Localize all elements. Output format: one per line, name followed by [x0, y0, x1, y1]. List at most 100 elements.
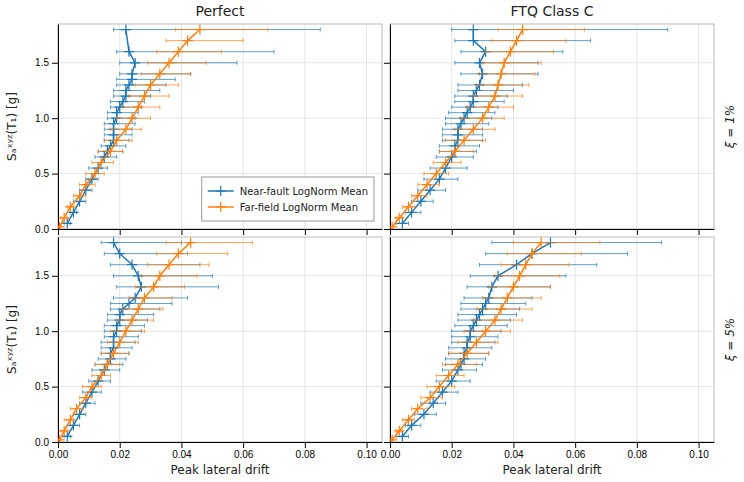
- error-bar: [501, 263, 569, 267]
- x-tick: 0.00: [49, 442, 69, 460]
- x-tick-mark: [699, 442, 700, 448]
- x-tick: [367, 229, 368, 235]
- series-marker: [164, 58, 174, 68]
- x-grid-line: [243, 237, 244, 442]
- x-grid-line: [575, 24, 576, 229]
- x-grid-line: [304, 237, 305, 442]
- x-grid-line: [181, 237, 182, 442]
- y-axis-title: Sₐˣʸᶻ(T₁) [g]: [5, 305, 19, 374]
- x-tick-mark: [243, 229, 244, 235]
- y-grid-line: [58, 275, 382, 276]
- series-marker: [173, 249, 183, 259]
- series-marker: [390, 435, 397, 442]
- series-marker: [65, 415, 75, 425]
- x-tick: [699, 229, 700, 235]
- series-marker: [536, 237, 546, 247]
- series-marker: [173, 47, 183, 57]
- series-marker: [145, 80, 155, 90]
- x-tick-mark: [58, 229, 59, 235]
- y-tick: [384, 174, 390, 175]
- series-marker: [139, 293, 149, 303]
- x-tick-mark: [513, 229, 514, 235]
- error-bar: [166, 39, 243, 43]
- y-tick: [384, 442, 390, 443]
- y-grid-line: [390, 331, 714, 332]
- side-annotation: ξ = 5%: [723, 318, 737, 362]
- x-tick-mark: [637, 442, 638, 448]
- y-tick: 0.0: [35, 437, 58, 448]
- panel: 0.000.020.040.060.080.100.00.51.01.5Sₐˣʸ…: [5, 237, 383, 477]
- x-tick-mark: [452, 229, 453, 235]
- y-tick-mark: [52, 442, 58, 443]
- y-tick: 1.0: [35, 326, 58, 337]
- series-marker: [505, 47, 515, 57]
- y-tick: 1.5: [35, 57, 58, 68]
- series-marker: [390, 222, 397, 229]
- x-axis: [391, 229, 715, 235]
- error-bar: [495, 274, 560, 278]
- series-marker: [484, 102, 494, 112]
- x-tick: 0.08: [628, 442, 648, 460]
- chart-svg: 0.00.51.01.5PerfectSₐˣʸᶻ(T₁) [g]Near-fau…: [0, 0, 744, 482]
- grid: [58, 237, 382, 442]
- side-annotation: ξ = 1%: [723, 105, 737, 149]
- series-marker: [149, 282, 159, 292]
- panel: FTQ Class C ξ = 1%: [384, 3, 737, 235]
- x-tick-label: 0.10: [357, 449, 377, 460]
- series-marker: [96, 157, 106, 167]
- error-bar: [135, 285, 184, 289]
- x-tick: [243, 229, 244, 235]
- y-tick: [384, 331, 390, 332]
- y-tick-label: 0.5: [35, 381, 49, 392]
- y-tick: [384, 118, 390, 119]
- y-axis-line: [58, 238, 59, 443]
- series-marker: [496, 69, 506, 79]
- plot-frame: [390, 24, 714, 229]
- error-bar: [486, 252, 628, 256]
- y-grid-line: [58, 173, 382, 174]
- series-marker: [403, 415, 413, 425]
- x-grid-line: [636, 24, 637, 229]
- series-line: [392, 243, 541, 440]
- legend-item: Near-fault LogNorm Mean: [208, 186, 368, 197]
- y-axis: [384, 238, 391, 443]
- x-tick: 0.10: [357, 442, 377, 460]
- series-marker: [164, 260, 174, 270]
- plot-frame: [58, 24, 382, 229]
- series: [390, 237, 600, 442]
- x-tick-mark: [367, 442, 368, 448]
- y-tick: 0.5: [35, 381, 58, 392]
- x-tick-mark: [390, 442, 391, 448]
- x-axis: 0.000.020.040.060.080.10: [381, 442, 715, 460]
- y-tick: [384, 229, 390, 230]
- legend: Near-fault LogNorm MeanFar-field LogNorm…: [202, 177, 374, 221]
- series-marker: [182, 36, 192, 46]
- series-marker: [514, 271, 524, 281]
- error-bar: [492, 39, 566, 43]
- error-bar: [129, 296, 172, 300]
- y-tick-label: 1.0: [35, 326, 49, 337]
- x-grid-line: [698, 24, 699, 229]
- x-axis: 0.000.020.040.060.080.10: [49, 442, 383, 460]
- series-marker: [108, 348, 118, 358]
- panel-title: FTQ Class C: [511, 3, 594, 19]
- series-marker: [65, 202, 75, 212]
- series-marker: [90, 168, 100, 178]
- error-bar: [175, 28, 268, 32]
- series-marker: [499, 58, 509, 68]
- x-grid-line: [366, 237, 367, 442]
- series-marker: [431, 168, 441, 178]
- x-tick-label: 0.06: [234, 449, 254, 460]
- x-tick-mark: [120, 229, 121, 235]
- x-tick-label: 0.02: [110, 449, 130, 460]
- y-axis: [384, 25, 391, 230]
- x-tick: [58, 229, 59, 235]
- error-bar: [479, 72, 535, 76]
- error-bar: [461, 301, 526, 305]
- series-marker: [444, 370, 454, 380]
- error-bar: [455, 100, 504, 104]
- series-marker: [108, 237, 118, 247]
- x-grid-line: [698, 237, 699, 442]
- series-marker: [490, 91, 500, 101]
- series-marker: [59, 213, 69, 223]
